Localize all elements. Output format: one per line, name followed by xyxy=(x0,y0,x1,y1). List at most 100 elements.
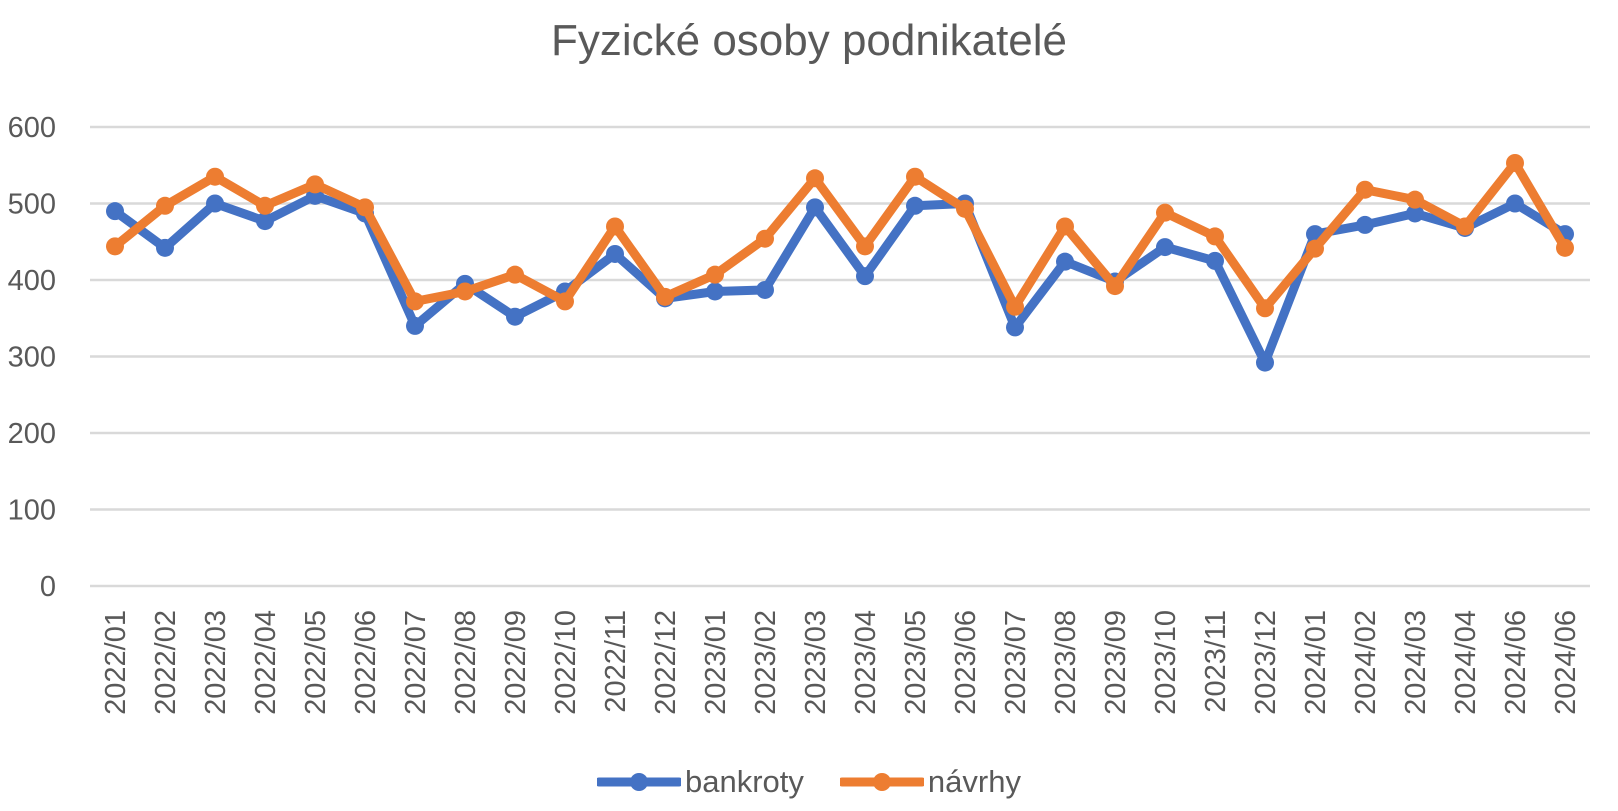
gridlines xyxy=(90,125,1590,588)
data-point-bankroty xyxy=(906,196,924,215)
y-tick-label: 100 xyxy=(8,495,56,527)
legend-swatch-bankroty xyxy=(597,773,682,791)
legend: bankroty návrhy xyxy=(0,762,1618,802)
data-point-navrhy xyxy=(1156,203,1174,222)
data-point-navrhy xyxy=(1356,180,1374,199)
x-tick-label: 2023/08 xyxy=(1050,610,1082,715)
x-tick-label: 2024/02 xyxy=(1350,610,1382,715)
data-point-navrhy xyxy=(156,196,174,215)
x-axis: 2022/01 2022/02 2022/03 2022/04 2022/05 2022/… xyxy=(100,610,1582,715)
x-tick-label: 2023/09 xyxy=(1100,610,1132,715)
data-point-navrhy xyxy=(756,229,774,248)
data-point-navrhy xyxy=(356,198,374,217)
x-tick-label: 2024/04 xyxy=(1450,610,1482,715)
data-point-navrhy xyxy=(956,199,974,218)
legend-entry-navrhy: návrhy xyxy=(839,764,1021,800)
x-tick-label: 2023/12 xyxy=(1250,610,1282,715)
data-point-bankroty xyxy=(506,307,524,326)
x-tick-label: 2023/06 xyxy=(950,610,982,715)
data-point-navrhy xyxy=(406,292,424,311)
data-point-navrhy xyxy=(706,265,724,284)
x-tick-label: 2022/09 xyxy=(500,610,532,715)
data-point-navrhy xyxy=(506,265,524,284)
y-tick-label: 500 xyxy=(8,189,56,221)
x-tick-label: 2023/03 xyxy=(800,610,832,715)
data-point-navrhy xyxy=(1006,297,1024,316)
x-tick-label: 2022/12 xyxy=(650,610,682,715)
x-tick-label: 2022/04 xyxy=(250,610,282,715)
y-tick-label: 300 xyxy=(8,342,56,374)
data-point-navrhy xyxy=(456,282,474,301)
data-point-navrhy xyxy=(806,169,824,188)
y-axis: 0 100 200 300 400 500 600 xyxy=(8,112,56,603)
data-point-navrhy xyxy=(106,237,124,256)
x-tick-label: 2023/04 xyxy=(850,610,882,715)
x-tick-label: 2023/05 xyxy=(900,610,932,715)
x-tick-label: 2022/05 xyxy=(300,610,332,715)
data-point-navrhy xyxy=(1106,277,1124,296)
data-point-bankroty xyxy=(756,280,774,299)
x-tick-label: 2022/01 xyxy=(100,610,132,715)
x-tick-label: 2022/03 xyxy=(200,610,232,715)
data-point-bankroty xyxy=(606,244,624,263)
x-tick-label: 2023/07 xyxy=(1000,610,1032,715)
legend-label-bankroty: bankroty xyxy=(685,764,804,799)
y-tick-label: 400 xyxy=(8,265,56,297)
data-point-navrhy xyxy=(1556,238,1574,257)
data-point-navrhy xyxy=(556,292,574,311)
data-point-navrhy xyxy=(306,175,324,194)
x-tick-label: 2023/01 xyxy=(700,610,732,715)
x-tick-label: 2024/03 xyxy=(1400,610,1432,715)
x-tick-label: 2022/07 xyxy=(400,610,432,715)
data-point-bankroty xyxy=(706,282,724,301)
data-point-bankroty xyxy=(1356,215,1374,234)
data-point-navrhy xyxy=(656,287,674,306)
data-point-bankroty xyxy=(1056,252,1074,271)
chart-title: Fyzické osoby podnikatelé xyxy=(550,16,1068,65)
data-point-bankroty xyxy=(1006,318,1024,337)
x-tick-label: 2024/06 xyxy=(1550,610,1582,715)
x-tick-label: 2023/10 xyxy=(1150,610,1182,715)
data-point-navrhy xyxy=(606,217,624,236)
legend-entry-bankroty: bankroty xyxy=(597,764,804,800)
data-point-navrhy xyxy=(1506,153,1524,172)
data-point-bankroty xyxy=(806,198,824,217)
x-tick-label: 2022/11 xyxy=(600,610,632,713)
data-point-navrhy xyxy=(1206,227,1224,246)
data-point-bankroty xyxy=(1506,194,1524,213)
x-tick-label: 2023/02 xyxy=(750,610,782,715)
x-tick-label: 2022/08 xyxy=(450,610,482,715)
x-tick-label: 2024/06 xyxy=(1500,610,1532,715)
data-point-navrhy xyxy=(1406,190,1424,209)
data-point-bankroty xyxy=(1156,238,1174,257)
data-point-bankroty xyxy=(1206,251,1224,270)
legend-label-navrhy: návrhy xyxy=(927,764,1021,799)
data-point-navrhy xyxy=(856,237,874,256)
series-line-navrhy xyxy=(110,158,1570,313)
data-point-navrhy xyxy=(1056,217,1074,236)
data-point-navrhy xyxy=(906,167,924,186)
data-point-bankroty xyxy=(406,316,424,335)
data-point-bankroty xyxy=(106,202,124,221)
data-point-bankroty xyxy=(256,212,274,231)
data-point-bankroty xyxy=(1406,204,1424,223)
data-point-bankroty xyxy=(206,194,224,213)
y-tick-label: 200 xyxy=(8,418,56,450)
data-point-navrhy xyxy=(206,167,224,186)
data-point-navrhy xyxy=(1256,299,1274,318)
y-tick-label: 600 xyxy=(8,112,56,144)
x-tick-label: 2022/02 xyxy=(150,610,182,715)
data-point-bankroty xyxy=(856,267,874,286)
x-tick-label: 2024/01 xyxy=(1300,610,1332,715)
data-point-navrhy xyxy=(1306,239,1324,258)
x-tick-label: 2022/10 xyxy=(550,610,582,715)
series-group xyxy=(106,153,1574,372)
y-tick-label: 0 xyxy=(40,571,56,603)
data-point-bankroty xyxy=(1256,353,1274,372)
data-point-bankroty xyxy=(156,238,174,257)
x-tick-label: 2023/11 xyxy=(1200,610,1232,713)
legend-swatch-navrhy xyxy=(839,773,924,791)
x-tick-label: 2022/06 xyxy=(350,610,382,715)
data-point-navrhy xyxy=(1456,217,1474,236)
